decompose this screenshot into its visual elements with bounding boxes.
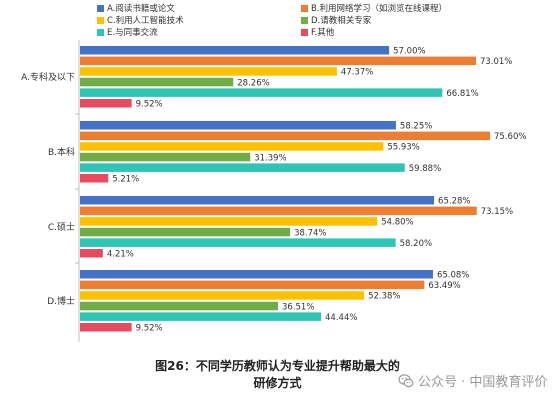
bar [80, 56, 476, 66]
bar-value-label: 9.52% [136, 324, 163, 334]
bar [80, 323, 132, 332]
bar [80, 196, 435, 205]
bar [80, 174, 109, 183]
bar-value-label: 66.81% [446, 89, 478, 99]
bar [80, 131, 491, 141]
legend-item: C.利用人工智能技术 [97, 14, 184, 26]
legend-label: B.利用网络学习（如浏览在线课程） [311, 4, 448, 14]
bar-value-label: 54.80% [381, 218, 413, 228]
bar [80, 217, 378, 226]
category-label: D.博士 [47, 295, 75, 307]
bar-value-label: 58.20% [400, 239, 432, 249]
category-label: C.硕士 [48, 221, 75, 233]
bar [80, 206, 477, 216]
bar-value-label: 52.38% [368, 292, 400, 302]
legend-label: C.利用人工智能技术 [107, 16, 184, 26]
bar-value-label: 73.01% [480, 57, 512, 67]
bar [80, 163, 405, 172]
bar [80, 77, 234, 87]
bar [80, 99, 132, 108]
bar-value-label: 65.28% [438, 197, 470, 207]
bar-value-label: 36.51% [282, 302, 314, 312]
bar-value-label: 38.74% [294, 228, 326, 238]
bar [80, 270, 433, 279]
bar-value-label: 73.15% [481, 207, 513, 217]
bar-value-label: 59.88% [409, 164, 441, 174]
legend-swatch [301, 4, 308, 12]
bar-value-label: 47.37% [341, 68, 373, 78]
bar-value-label: 75.60% [494, 132, 526, 142]
legend-label: E.与同事交流 [107, 28, 158, 38]
bar [80, 152, 251, 162]
legend-item: B.利用网络学习（如浏览在线课程） [301, 2, 447, 14]
bar [80, 142, 384, 151]
legend-swatch [97, 28, 104, 36]
bar-value-label: 44.44% [325, 313, 357, 323]
legend-item: D.请教相关专家 [301, 14, 371, 26]
bar-value-label: 55.93% [387, 143, 419, 153]
bar [80, 301, 279, 311]
bar-value-label: 57.00% [393, 47, 425, 57]
legend-label: F.其他 [311, 28, 335, 38]
legend-swatch [301, 16, 308, 24]
bar [80, 88, 443, 97]
category-label: B.本科 [48, 146, 75, 158]
bar [80, 238, 396, 247]
wechat-icon [398, 373, 414, 387]
bar [80, 249, 103, 258]
bar-value-label: 58.25% [400, 122, 432, 132]
bar-value-label: 4.21% [107, 250, 134, 260]
legend-label: A.阅读书籍或论文 [107, 4, 175, 14]
bar [80, 291, 365, 300]
bar-value-label: 63.49% [428, 281, 460, 291]
bar [80, 227, 291, 237]
chart-caption-line1: 图26：不同学历教师认为专业提升帮助最大的 [155, 359, 400, 373]
watermark: 公众号 · 中国教育评价 [398, 371, 547, 390]
watermark-text: 公众号 · 中国教育评价 [418, 375, 548, 390]
legend-swatch [97, 4, 104, 12]
legend-label: D.请教相关专家 [311, 16, 372, 26]
legend-item: F.其他 [301, 26, 334, 38]
bar-value-label: 28.26% [237, 78, 269, 88]
legend-item: A.阅读书籍或论文 [97, 2, 175, 14]
bar [80, 280, 425, 290]
legend-swatch [97, 16, 104, 24]
bar [80, 67, 337, 76]
bar-value-label: 65.08% [437, 271, 469, 281]
bar-value-label: 9.52% [136, 100, 163, 110]
bar-value-label: 31.39% [254, 153, 286, 163]
bar-value-label: 5.21% [112, 175, 139, 185]
bar [80, 121, 396, 130]
legend-item: E.与同事交流 [97, 26, 158, 38]
category-label: A.专科及以下 [21, 71, 75, 83]
legend-swatch [301, 28, 308, 36]
chart-caption-line2: 研修方式 [253, 376, 302, 390]
bar [80, 312, 322, 321]
bar [80, 46, 390, 55]
